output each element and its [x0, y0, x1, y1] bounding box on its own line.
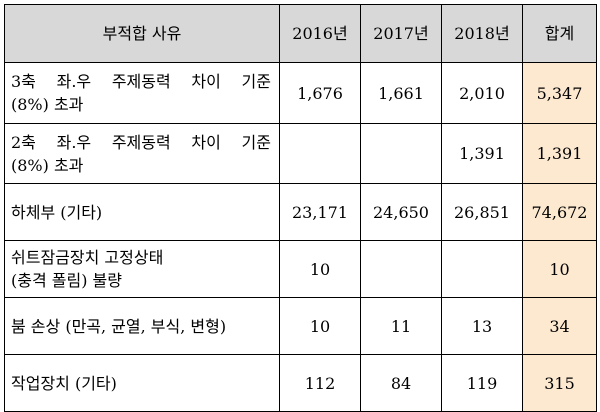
cell-total: 5,347: [522, 62, 597, 124]
table-row: 2축 좌.우 주제동력 차이 기준 (8%) 초과 1,391 1,391: [4, 123, 597, 184]
row-label: 2축 좌.우 주제동력 차이 기준 (8%) 초과: [4, 123, 280, 184]
row-label: 3축 좌.우 주제동력 차이 기준 (8%) 초과: [4, 62, 280, 124]
cell-2017: 11: [360, 297, 442, 355]
row-label-line: 작업장치 (기타): [11, 373, 117, 393]
cell-total: 10: [522, 240, 597, 298]
cell-2017: [360, 123, 442, 184]
header-year-2016: 2016년: [279, 4, 361, 63]
row-label: 붐 손상 (만곡, 균열, 부식, 변형): [4, 297, 280, 355]
row-label-line: (8%) 초과: [11, 95, 84, 114]
cell-2016: 112: [279, 354, 361, 412]
table-row: 3축 좌.우 주제동력 차이 기준 (8%) 초과 1,676 1,661 2,…: [4, 62, 597, 124]
table-row: 하체부 (기타) 23,171 24,650 26,851 74,672: [4, 183, 597, 241]
row-label-line: 3축 좌.우 주제동력 차이 기준: [11, 72, 271, 91]
row-label: 작업장치 (기타): [4, 354, 280, 412]
row-label-line: (8%) 초과: [11, 155, 84, 175]
table-row: 작업장치 (기타) 112 84 119 315: [4, 354, 597, 412]
cell-2018: 1,391: [441, 123, 523, 184]
cell-2016: 10: [279, 240, 361, 298]
cell-2017: 1,661: [360, 62, 442, 124]
cell-2017: [360, 240, 442, 298]
row-label-line: 쉬트잠금장치 고정상태: [11, 248, 164, 267]
row-label: 하체부 (기타): [4, 183, 280, 241]
header-total: 합계: [522, 4, 597, 63]
cell-2017: 84: [360, 354, 442, 412]
table-row: 붐 손상 (만곡, 균열, 부식, 변형) 10 11 13 34: [4, 297, 597, 355]
row-label-line: 하체부 (기타): [11, 202, 103, 222]
cell-2016: [279, 123, 361, 184]
cell-2018: 2,010: [441, 62, 523, 124]
table-header-row: 부적합 사유 2016년 2017년 2018년 합계: [4, 4, 597, 63]
table-row: 쉬트잠금장치 고정상태 (충격 폴림) 불량 10 10: [4, 240, 597, 298]
cell-2016: 10: [279, 297, 361, 355]
cell-total: 34: [522, 297, 597, 355]
cell-total: 74,672: [522, 183, 597, 241]
cell-2017: 24,650: [360, 183, 442, 241]
cell-2018: [441, 240, 523, 298]
row-label-line: 2축 좌.우 주제동력 차이 기준: [11, 132, 271, 152]
row-label: 쉬트잠금장치 고정상태 (충격 폴림) 불량: [4, 240, 280, 298]
cell-total: 315: [522, 354, 597, 412]
cell-2018: 119: [441, 354, 523, 412]
header-reason: 부적합 사유: [4, 4, 280, 63]
row-label-line: 붐 손상 (만곡, 균열, 부식, 변형): [11, 316, 227, 336]
defect-reason-table: 부적합 사유 2016년 2017년 2018년 합계 3축 좌.우 주제동력 …: [4, 4, 597, 412]
row-label-line: (충격 폴림) 불량: [11, 271, 122, 290]
cell-2018: 13: [441, 297, 523, 355]
cell-2018: 26,851: [441, 183, 523, 241]
header-year-2018: 2018년: [441, 4, 523, 63]
header-year-2017: 2017년: [360, 4, 442, 63]
cell-total: 1,391: [522, 123, 597, 184]
cell-2016: 23,171: [279, 183, 361, 241]
cell-2016: 1,676: [279, 62, 361, 124]
